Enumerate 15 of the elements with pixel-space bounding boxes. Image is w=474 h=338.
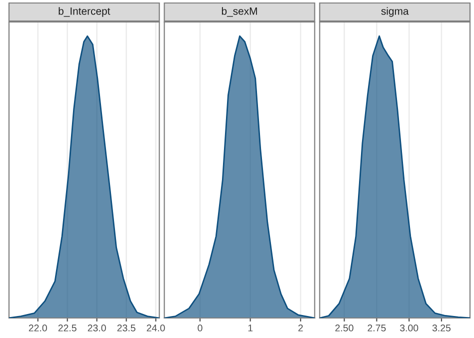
x-tick-label: 0 xyxy=(198,324,202,332)
x-tick-label: 1 xyxy=(248,324,253,332)
chart-title: sigma xyxy=(381,7,409,17)
x-tick-label: 2.75 xyxy=(368,324,386,332)
x-tick-label: 22.5 xyxy=(58,324,76,332)
x-tick-label: 23.5 xyxy=(117,324,136,332)
x-tick-label: 2 xyxy=(298,324,303,332)
x-tick-label: 3.25 xyxy=(432,324,451,332)
x-tick-label: 24.0 xyxy=(146,324,165,332)
x-tick-label: 23.0 xyxy=(88,324,106,332)
x-tick-label: 3.00 xyxy=(400,324,418,332)
x-tick-label: 2.50 xyxy=(335,324,354,332)
x-tick-label: 22.0 xyxy=(28,324,47,332)
chart-title: b_Intercept xyxy=(58,7,110,17)
chart-title: b_sexM xyxy=(222,7,257,17)
